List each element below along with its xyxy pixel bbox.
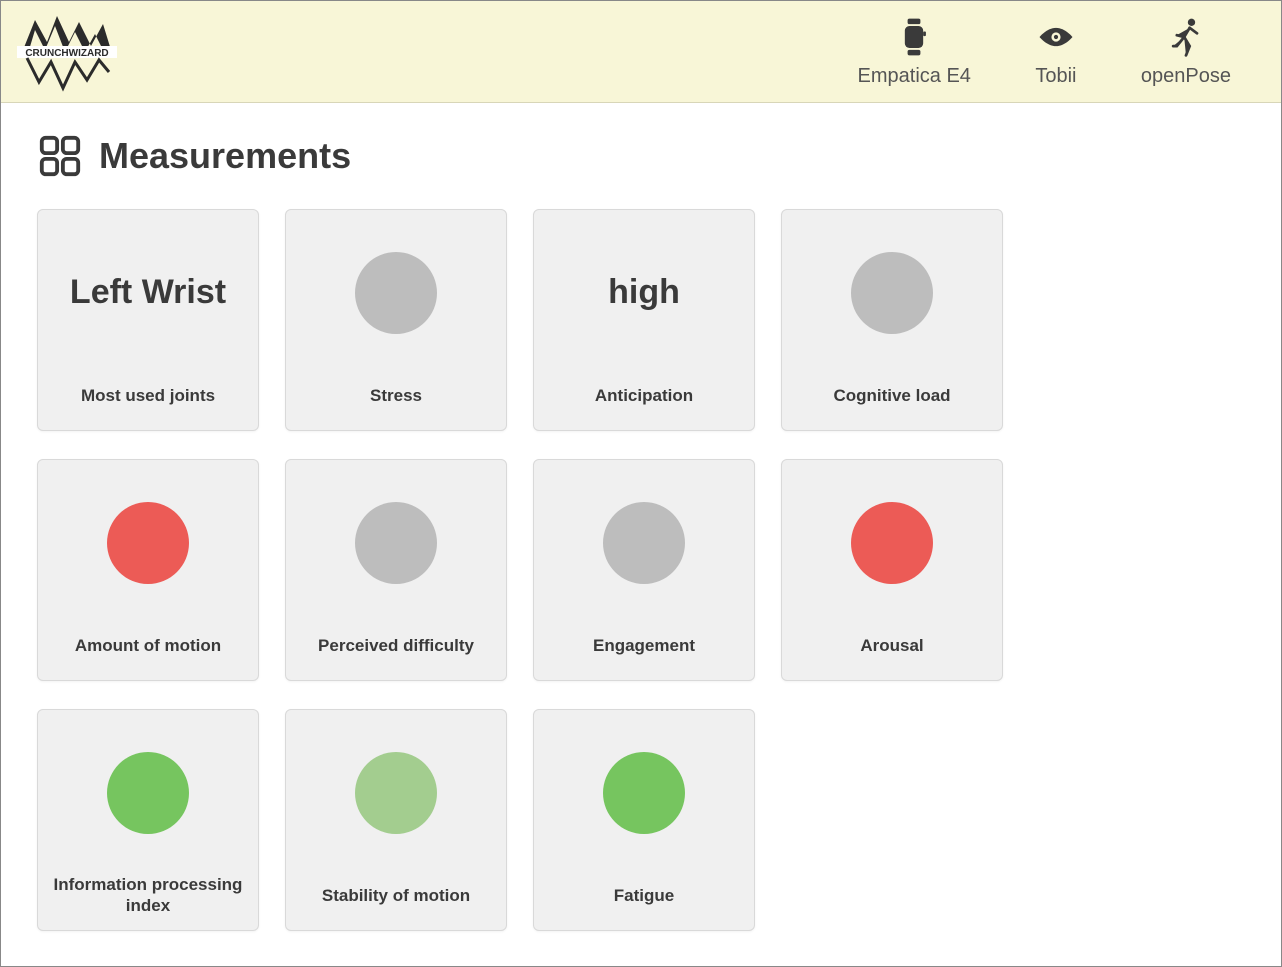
card-label: Perceived difficulty xyxy=(294,636,498,656)
card-label: Cognitive load xyxy=(790,386,994,406)
nav-item-empatica[interactable]: Empatica E4 xyxy=(858,15,971,88)
cards-grid: Left Wrist Most used joints Stress high Anti… xyxy=(37,209,1245,931)
card-label: Arousal xyxy=(790,636,994,656)
card-label: Information processing index xyxy=(46,875,250,916)
status-indicator xyxy=(603,502,685,584)
status-indicator xyxy=(107,752,189,834)
measurement-card[interactable]: Arousal xyxy=(781,459,1003,681)
status-indicator xyxy=(355,252,437,334)
status-indicator xyxy=(355,752,437,834)
nav-item-label: Empatica E4 xyxy=(858,65,971,88)
measurement-card[interactable]: Engagement xyxy=(533,459,755,681)
measurement-card[interactable]: high Anticipation xyxy=(533,209,755,431)
measurement-card[interactable]: Information processing index xyxy=(37,709,259,931)
nav-item-label: Tobii xyxy=(1035,65,1076,88)
crunchwizard-logo-icon: CRUNCHWIZARD xyxy=(17,12,117,92)
nav-item-tobii[interactable]: Tobii xyxy=(1031,15,1081,88)
card-label: Stress xyxy=(294,386,498,406)
header: CRUNCHWIZARD Empatica E4 Tobii xyxy=(1,1,1281,103)
measurement-card[interactable]: Amount of motion xyxy=(37,459,259,681)
card-label: Engagement xyxy=(542,636,746,656)
measurement-card[interactable]: Stability of motion xyxy=(285,709,507,931)
main-content: Measurements Left Wrist Most used joints S… xyxy=(1,103,1281,961)
nav-item-openpose[interactable]: openPose xyxy=(1141,15,1231,88)
grid-icon xyxy=(37,133,83,179)
status-indicator xyxy=(107,502,189,584)
measurement-card[interactable]: Stress xyxy=(285,209,507,431)
measurement-card[interactable]: Left Wrist Most used joints xyxy=(37,209,259,431)
top-nav: Empatica E4 Tobii openPose xyxy=(858,15,1281,88)
card-value-text: high xyxy=(598,252,690,334)
section-title-text: Measurements xyxy=(99,135,351,177)
status-indicator xyxy=(603,752,685,834)
status-indicator xyxy=(851,252,933,334)
running-person-icon xyxy=(1161,15,1211,59)
card-label: Fatigue xyxy=(542,886,746,906)
measurement-card[interactable]: Fatigue xyxy=(533,709,755,931)
eye-icon xyxy=(1031,15,1081,59)
card-label: Amount of motion xyxy=(46,636,250,656)
measurement-card[interactable]: Perceived difficulty xyxy=(285,459,507,681)
card-label: Most used joints xyxy=(46,386,250,406)
card-value-text: Left Wrist xyxy=(60,252,236,334)
section-heading: Measurements xyxy=(37,133,1245,179)
status-indicator xyxy=(851,502,933,584)
card-label: Anticipation xyxy=(542,386,746,406)
nav-item-label: openPose xyxy=(1141,65,1231,88)
svg-text:CRUNCHWIZARD: CRUNCHWIZARD xyxy=(25,48,108,59)
brand-logo[interactable]: CRUNCHWIZARD xyxy=(7,7,127,97)
measurement-card[interactable]: Cognitive load xyxy=(781,209,1003,431)
smartwatch-icon xyxy=(889,15,939,59)
card-label: Stability of motion xyxy=(294,886,498,906)
status-indicator xyxy=(355,502,437,584)
